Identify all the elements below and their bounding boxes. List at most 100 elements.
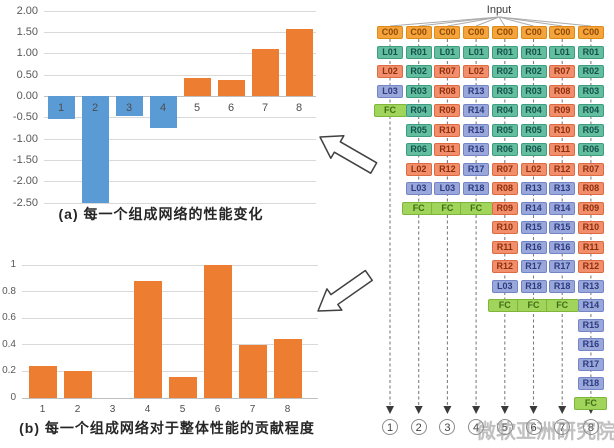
chart-b: 1 0.8 0.6 0.4 0.2 0 1 2 3 4 5 6 7 8 (b) 每一个组成网络对于整体性能… (0, 228, 334, 448)
cell-8-C00: C00 (577, 26, 604, 39)
gridline-b (22, 370, 318, 372)
chart-b-bar-6 (203, 265, 232, 398)
cell-8-R10: R10 (577, 221, 604, 234)
cell-6-R04: R04 (520, 104, 547, 117)
cell-5-R06: R06 (491, 143, 518, 156)
cell-2-C00: C00 (405, 26, 432, 39)
cell-2-R03: R03 (405, 84, 432, 98)
chart-a: 2.00 1.50 1.00 0.50 0.00 -0.50 -1.00 -1.50 -2.00… (0, 0, 322, 228)
cell-3-R12: R12 (434, 162, 461, 176)
cell-8-R04: R04 (577, 104, 604, 117)
gridline-a (44, 74, 316, 76)
cell-2-R05: R05 (405, 123, 432, 137)
cell-5-R07: R07 (491, 162, 518, 176)
cell-5-C00: C00 (491, 26, 518, 39)
x-tick-label-b: 7 (249, 404, 256, 415)
x-tick-label-b: 8 (284, 404, 291, 415)
gridline-a (44, 117, 316, 119)
arrowhead-icon (472, 406, 481, 414)
cell-4-R15: R15 (463, 123, 490, 137)
chart-a-bar-4 (149, 96, 177, 129)
cell-7-R07: R07 (549, 65, 576, 78)
chart-b-bar-5 (168, 376, 197, 398)
cell-1-FC: FC (373, 104, 407, 117)
cell-6-R13: R13 (520, 182, 547, 195)
input-label: Input (486, 4, 512, 16)
gridline-b (22, 344, 318, 346)
x-tick-label-a: 2 (91, 102, 99, 115)
cell-7-R16: R16 (549, 240, 576, 254)
cell-7-L01: L01 (549, 45, 576, 59)
cell-3-C00: C00 (434, 26, 461, 39)
gridline-b (22, 264, 318, 266)
cell-2-R01: R01 (405, 45, 432, 59)
chart-b-bar-7 (238, 344, 267, 398)
cell-7-C00: C00 (549, 26, 576, 39)
cell-8-R05: R05 (577, 123, 604, 137)
chart-a-bar-2 (81, 96, 109, 204)
cell-7-R14: R14 (549, 201, 576, 215)
chart-a-bar-7 (251, 49, 279, 97)
cell-4-R14: R14 (463, 104, 490, 117)
y-tick-label-b: 0.6 (2, 312, 16, 324)
watermark: 微软亚洲研究院 (476, 421, 614, 443)
cell-8-R08: R08 (577, 182, 604, 195)
cell-7-R08: R08 (549, 84, 576, 98)
cell-6-R17: R17 (520, 260, 547, 273)
connector-line (475, 16, 500, 27)
gridline-a (44, 159, 316, 161)
cell-2-R06: R06 (405, 143, 432, 156)
connector-line (498, 16, 534, 27)
chart-b-bar-2 (63, 371, 92, 398)
cell-5-R01: R01 (491, 45, 518, 59)
output-circle-7: 7 (554, 419, 571, 435)
cell-2-R04: R04 (405, 104, 432, 117)
output-circle-8: 8 (582, 419, 599, 435)
cell-1-L01: L01 (377, 45, 403, 59)
cell-5-L03: L03 (491, 279, 518, 293)
cell-8-R11: R11 (577, 240, 604, 254)
cell-3-R09: R09 (434, 104, 461, 117)
gridline-a (44, 31, 316, 33)
output-circle-4: 4 (468, 419, 485, 435)
x-tick-label-a: 4 (159, 102, 167, 115)
arrowhead-icon (558, 406, 567, 414)
cell-4-FC: FC (459, 201, 493, 215)
chart-b-bar-4 (133, 280, 162, 398)
chart-b-bar-8 (273, 339, 302, 398)
cell-5-R08: R08 (491, 182, 518, 195)
chart-a-bar-3 (115, 96, 143, 116)
cell-8-R09: R09 (577, 201, 604, 215)
cell-5-R10: R10 (491, 221, 518, 234)
y-tick-label-a: 1.00 (16, 47, 38, 60)
y-tick-label-b: 0.8 (2, 285, 16, 297)
y-tick-label-b: 0.2 (2, 365, 16, 377)
gridline-b (22, 317, 318, 319)
cell-8-FC: FC (574, 396, 608, 410)
connector-line (418, 16, 500, 27)
cell-7-R09: R09 (549, 104, 576, 117)
cell-8-R17: R17 (577, 357, 604, 371)
gridline-a (44, 10, 316, 12)
cell-5-R02: R02 (491, 65, 518, 78)
gridline-a (44, 53, 316, 55)
cell-3-L03: L03 (434, 182, 461, 195)
cell-8-R02: R02 (577, 65, 604, 78)
cell-7-R11: R11 (549, 143, 576, 156)
gridline-a (44, 95, 316, 97)
x-tick-label-a: 6 (227, 102, 235, 115)
y-tick-label-a: -2.50 (12, 196, 38, 209)
cell-8-R01: R01 (577, 45, 604, 59)
connector-line (447, 16, 500, 27)
cell-4-R18: R18 (463, 182, 490, 195)
x-tick-label-b: 2 (74, 404, 81, 415)
chart-a-bar-6 (217, 80, 245, 97)
gridline-a (44, 181, 316, 183)
output-circle-3: 3 (439, 419, 456, 435)
connector-line (498, 16, 591, 27)
chart-a-bar-8 (285, 28, 313, 97)
x-tick-label-a: 1 (57, 102, 65, 115)
y-tick-label-b: 0 (10, 392, 16, 403)
y-tick-label-a: -1.50 (12, 153, 38, 166)
